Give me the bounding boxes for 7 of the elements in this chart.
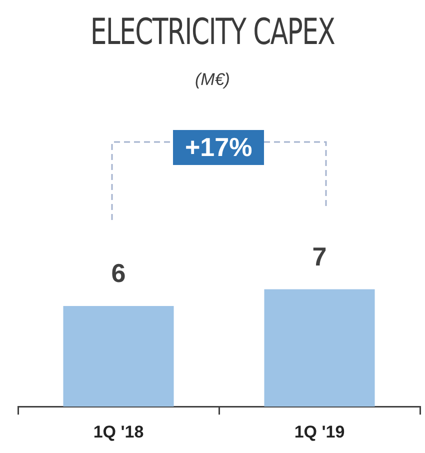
data-label: 6 bbox=[111, 258, 126, 288]
data-label: 7 bbox=[312, 241, 327, 272]
x-tick-label: 1Q '18 bbox=[93, 422, 144, 442]
x-tick-label: 1Q '19 bbox=[294, 422, 345, 442]
chart-title: ELECTRICITY CAPEX bbox=[89, 12, 336, 53]
chart-subtitle: (M€) bbox=[194, 70, 231, 90]
text: +17% bbox=[173, 130, 264, 165]
